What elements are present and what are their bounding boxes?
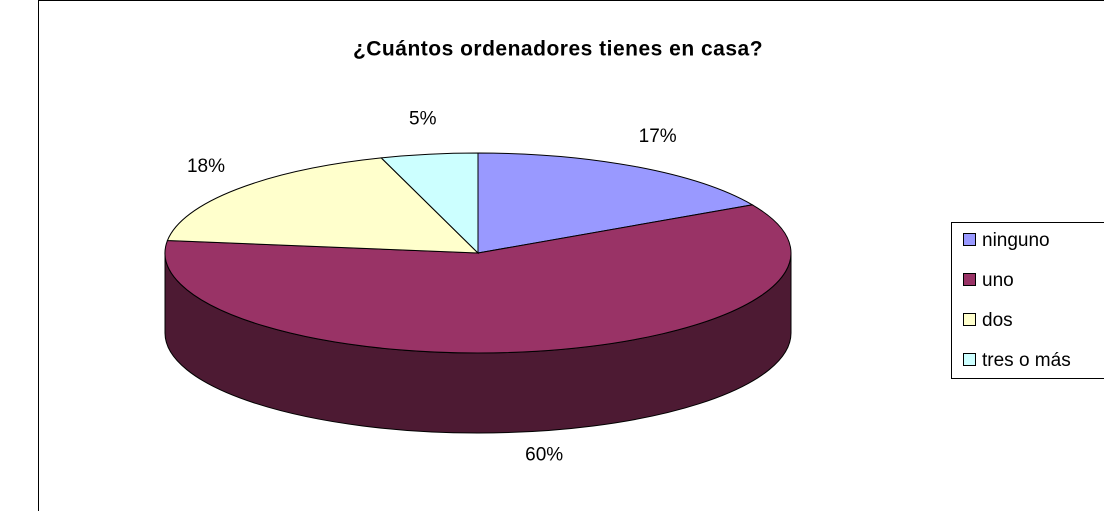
legend-swatch	[963, 233, 976, 246]
data-label: 5%	[409, 109, 437, 130]
slice	[164, 204, 792, 354]
data-label: 60%	[525, 445, 563, 466]
slice	[477, 152, 754, 254]
legend-swatch	[963, 353, 976, 366]
data-label: 17%	[639, 126, 677, 147]
legend-label: uno	[982, 270, 1014, 291]
slice	[166, 157, 480, 254]
chart-title: ¿Cuántos ordenadores tienes en casa?	[353, 38, 763, 61]
legend-swatch	[963, 273, 976, 286]
data-label: 18%	[187, 156, 225, 177]
legend-label: ninguno	[982, 230, 1050, 251]
legend-label: dos	[982, 310, 1013, 331]
legend-label: tres o más	[982, 350, 1071, 371]
legend-swatch	[963, 313, 976, 326]
slice	[380, 152, 479, 255]
legend-box	[951, 222, 1104, 379]
